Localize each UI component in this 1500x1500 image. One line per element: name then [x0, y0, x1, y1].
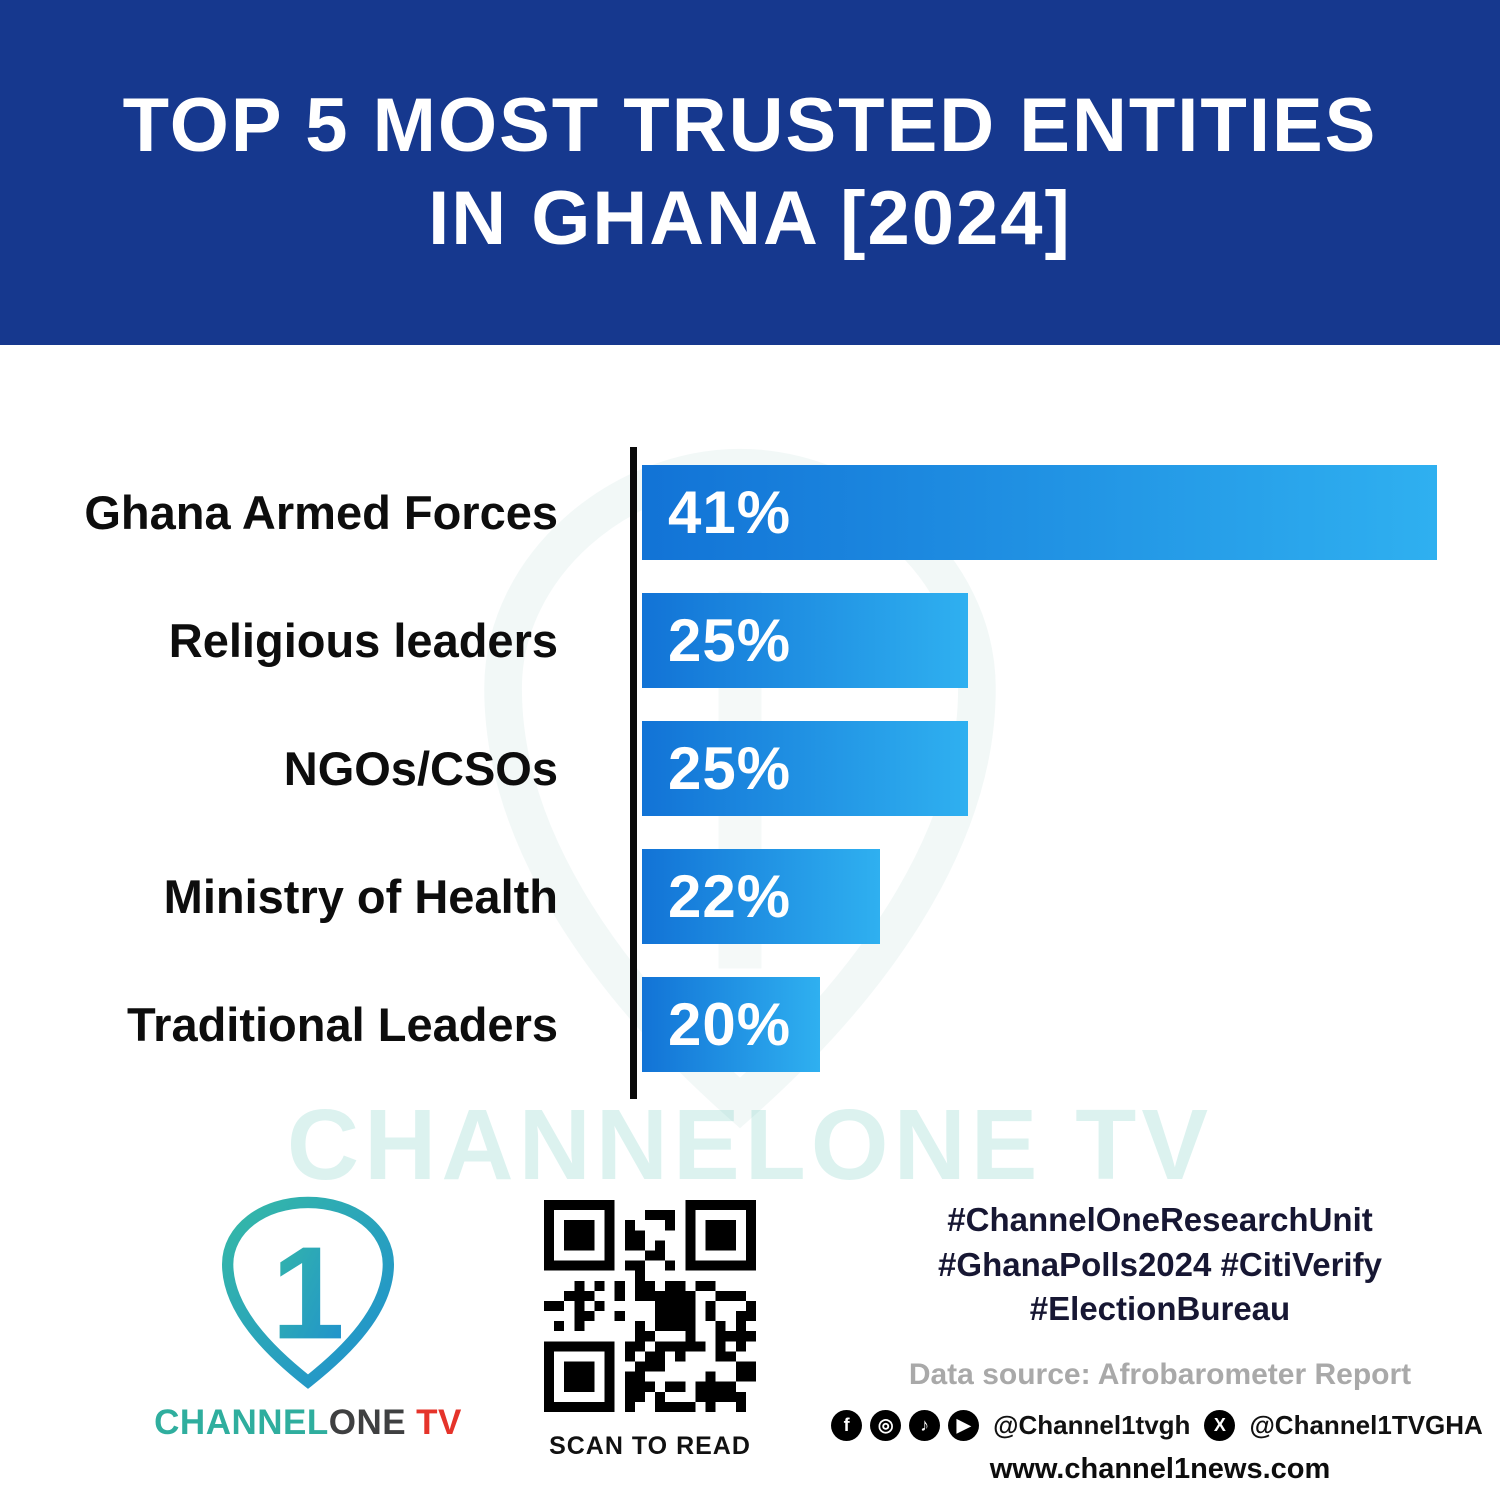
hashtags-line-2: #GhanaPolls2024 #CitiVerify — [938, 1245, 1382, 1283]
facebook-icon: f — [831, 1409, 863, 1441]
channel-one-logo-icon: 1 — [221, 1196, 395, 1389]
hashtags-line-3: #ElectionBureau — [1029, 1290, 1291, 1328]
bar-value-label: 22% — [668, 863, 792, 930]
bar: 25% — [642, 593, 968, 688]
youtube-icon: ▶ — [948, 1409, 980, 1441]
website-url: www.channel1news.com — [989, 1452, 1331, 1485]
page-title-line-2: IN GHANA [2024] — [428, 175, 1072, 261]
qr-code — [544, 1200, 756, 1412]
bar-value-label: 41% — [668, 479, 792, 546]
bar-value-label: 25% — [668, 735, 792, 802]
logo-one-glyph: 1 — [271, 1219, 344, 1366]
social-handle-2: @Channel1TVGHA — [1249, 1409, 1483, 1440]
channel-one-logo: 1 CHANNELONE TV — [148, 1188, 468, 1443]
page-title-line-1: TOP 5 MOST TRUSTED ENTITIES — [122, 82, 1378, 168]
chart-row: NGOs/CSOs 25% — [0, 721, 1500, 816]
chart-row: Ghana Armed Forces 41% — [0, 465, 1500, 560]
category-label: NGOs/CSOs — [283, 742, 558, 795]
bar: 20% — [642, 977, 820, 1072]
social-row: f ◎ ♪ ▶ @Channel1tvgh X @Channel1TVGHA — [831, 1409, 1483, 1441]
logo-word-tv: TV — [416, 1403, 462, 1442]
footer-info-block: #ChannelOneResearchUnit #GhanaPolls2024 … — [831, 1198, 1483, 1486]
bar: 25% — [642, 721, 968, 816]
category-label: Ministry of Health — [163, 870, 558, 923]
category-label: Ghana Armed Forces — [84, 486, 558, 539]
chart-row: Traditional Leaders 20% — [0, 977, 1500, 1072]
qr-caption: SCAN TO READ — [549, 1432, 751, 1460]
social-handle-1: @Channel1tvgh — [993, 1409, 1191, 1440]
logo-word-one: ONE — [328, 1403, 407, 1442]
category-label: Religious leaders — [168, 614, 558, 667]
instagram-icon: ◎ — [870, 1409, 902, 1441]
tiktok-icon: ♪ — [909, 1409, 941, 1441]
qr-block: SCAN TO READ — [544, 1200, 756, 1461]
bar: 41% — [642, 465, 1437, 560]
data-source-label: Data source: Afrobarometer Report — [908, 1357, 1412, 1391]
logo-word-channel: CHANNEL — [154, 1403, 329, 1442]
category-label: Traditional Leaders — [127, 998, 558, 1051]
bar-value-label: 20% — [668, 991, 792, 1058]
chart-row: Religious leaders 25% — [0, 593, 1500, 688]
chart-axis — [630, 447, 637, 1099]
chart-row: Ministry of Health 22% — [0, 849, 1500, 944]
logo-wordmark: CHANNELONE TV — [148, 1403, 468, 1443]
header-band: TOP 5 MOST TRUSTED ENTITIES IN GHANA [20… — [0, 0, 1500, 345]
channel-watermark-text: CHANNELONE TV — [286, 1089, 1214, 1201]
bar-value-label: 25% — [668, 607, 792, 674]
x-icon: X — [1204, 1409, 1236, 1441]
chart-rows: Ghana Armed Forces 41% Religious leaders 25… — [0, 465, 1500, 1072]
bar: 22% — [642, 849, 880, 944]
hashtags-line-1: #ChannelOneResearchUnit — [947, 1201, 1373, 1238]
